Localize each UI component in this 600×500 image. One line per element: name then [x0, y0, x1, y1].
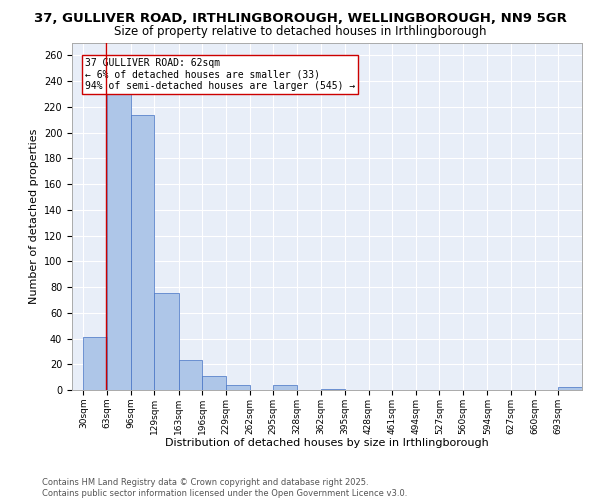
Bar: [83, 337, 107, 390]
Bar: [107, 71, 131, 390]
Text: 37 GULLIVER ROAD: 62sqm
← 6% of detached houses are smaller (33)
94% of semi-det: 37 GULLIVER ROAD: 62sqm ← 6% of detached…: [85, 58, 355, 91]
Bar: [226, 385, 250, 390]
Bar: [273, 385, 297, 390]
Bar: [559, 388, 582, 390]
Bar: [131, 114, 154, 390]
Bar: [202, 376, 226, 390]
Text: 37, GULLIVER ROAD, IRTHLINGBOROUGH, WELLINGBOROUGH, NN9 5GR: 37, GULLIVER ROAD, IRTHLINGBOROUGH, WELL…: [34, 12, 566, 26]
X-axis label: Distribution of detached houses by size in Irthlingborough: Distribution of detached houses by size …: [165, 438, 489, 448]
Text: Contains HM Land Registry data © Crown copyright and database right 2025.
Contai: Contains HM Land Registry data © Crown c…: [42, 478, 407, 498]
Text: Size of property relative to detached houses in Irthlingborough: Size of property relative to detached ho…: [114, 25, 486, 38]
Bar: [179, 360, 202, 390]
Y-axis label: Number of detached properties: Number of detached properties: [29, 128, 40, 304]
Bar: [321, 388, 345, 390]
Bar: [154, 294, 179, 390]
